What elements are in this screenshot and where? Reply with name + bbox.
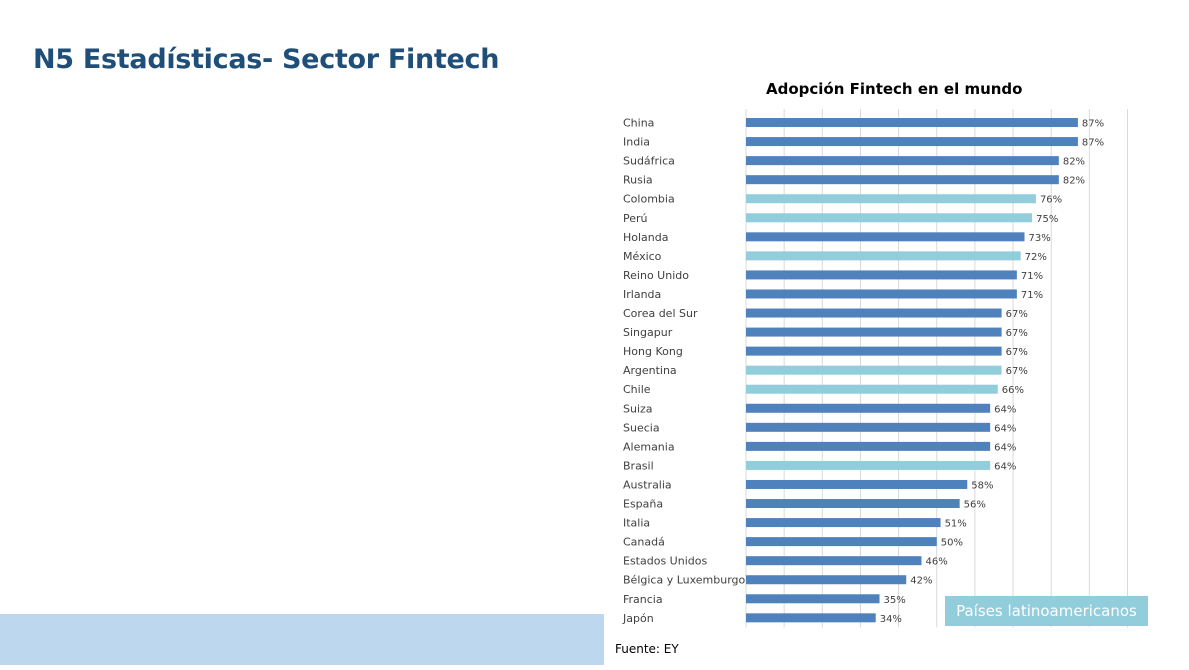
bar (746, 308, 1002, 318)
category-label: Colombia (623, 193, 675, 206)
bar (746, 137, 1078, 147)
category-label: Singapur (623, 326, 673, 339)
data-label: 82% (1063, 157, 1085, 168)
bar (746, 518, 941, 528)
legend-latin-america: Países latinoamericanos (945, 596, 1148, 626)
data-label: 87% (1082, 119, 1104, 130)
category-label: Alemania (623, 440, 675, 453)
bar (746, 403, 991, 413)
category-label: Suecia (623, 421, 660, 434)
category-label: India (623, 136, 650, 149)
category-label: Brasil (623, 459, 654, 472)
bar (746, 594, 880, 604)
category-label: Holanda (623, 231, 669, 244)
category-label: Perú (623, 212, 648, 225)
data-label: 64% (994, 423, 1016, 434)
bar (746, 575, 907, 585)
data-label: 42% (910, 576, 932, 587)
bar-chart: China 87% India 87% Sudáfrica 82% Rusia 82% Colo… (622, 109, 1128, 628)
category-label: Australia (623, 478, 672, 491)
data-label: 67% (1006, 328, 1028, 339)
data-label: 34% (880, 614, 902, 625)
bar (746, 289, 1017, 299)
data-label: 76% (1040, 195, 1062, 206)
category-label: Hong Kong (623, 345, 683, 358)
data-label: 73% (1028, 233, 1050, 244)
bar (746, 365, 1002, 375)
bar (746, 213, 1033, 223)
category-label: Canadá (623, 536, 665, 549)
bar (746, 156, 1059, 166)
chart-title: Adopción Fintech en el mundo (766, 80, 1023, 98)
bar (746, 384, 998, 394)
category-label: Reino Unido (623, 269, 689, 282)
bar (746, 479, 968, 489)
category-label: Suiza (623, 402, 653, 415)
data-label: 58% (971, 480, 993, 491)
category-label: Italia (623, 517, 650, 530)
bar (746, 327, 1002, 337)
data-label: 71% (1021, 271, 1043, 282)
category-label: Estados Unidos (623, 555, 707, 568)
data-label: 72% (1025, 252, 1047, 263)
data-label: 50% (941, 538, 963, 549)
bar (746, 499, 960, 509)
data-label: 67% (1006, 347, 1028, 358)
bar (746, 613, 876, 623)
data-label: 66% (1002, 385, 1024, 396)
data-label: 56% (964, 500, 986, 511)
category-label: Francia (623, 593, 663, 606)
data-label: 87% (1082, 138, 1104, 149)
data-label: 35% (884, 595, 906, 606)
data-label: 67% (1006, 366, 1028, 377)
bar (746, 422, 991, 432)
bar (746, 556, 922, 566)
data-label: 64% (994, 461, 1016, 472)
data-label: 46% (925, 557, 947, 568)
category-label: España (623, 498, 663, 511)
data-label: 82% (1063, 176, 1085, 187)
bar (746, 270, 1017, 280)
data-label: 51% (945, 519, 967, 530)
bar (746, 460, 991, 470)
category-label: Japón (622, 612, 654, 625)
category-label: Argentina (623, 364, 677, 377)
bar (746, 118, 1078, 128)
category-label: Rusia (623, 174, 653, 187)
category-label: Sudáfrica (623, 155, 675, 168)
category-label: México (623, 250, 662, 263)
category-label: Corea del Sur (623, 307, 698, 320)
bar (746, 251, 1021, 261)
data-label: 64% (994, 404, 1016, 415)
data-label: 71% (1021, 290, 1043, 301)
data-label: 67% (1006, 309, 1028, 320)
category-label: China (623, 117, 654, 130)
category-label: Chile (623, 383, 651, 396)
bar (746, 232, 1025, 242)
bar (746, 194, 1036, 204)
category-label: Bélgica y Luxemburgo (623, 574, 746, 587)
page-title: N5 Estadísticas- Sector Fintech (33, 44, 500, 75)
bar (746, 175, 1059, 185)
data-label: 75% (1036, 214, 1058, 225)
category-label: Irlanda (623, 288, 661, 301)
bar (746, 441, 991, 451)
bar (746, 537, 937, 547)
bar (746, 346, 1002, 356)
source-note: Fuente: EY (615, 642, 679, 656)
data-label: 64% (994, 442, 1016, 453)
